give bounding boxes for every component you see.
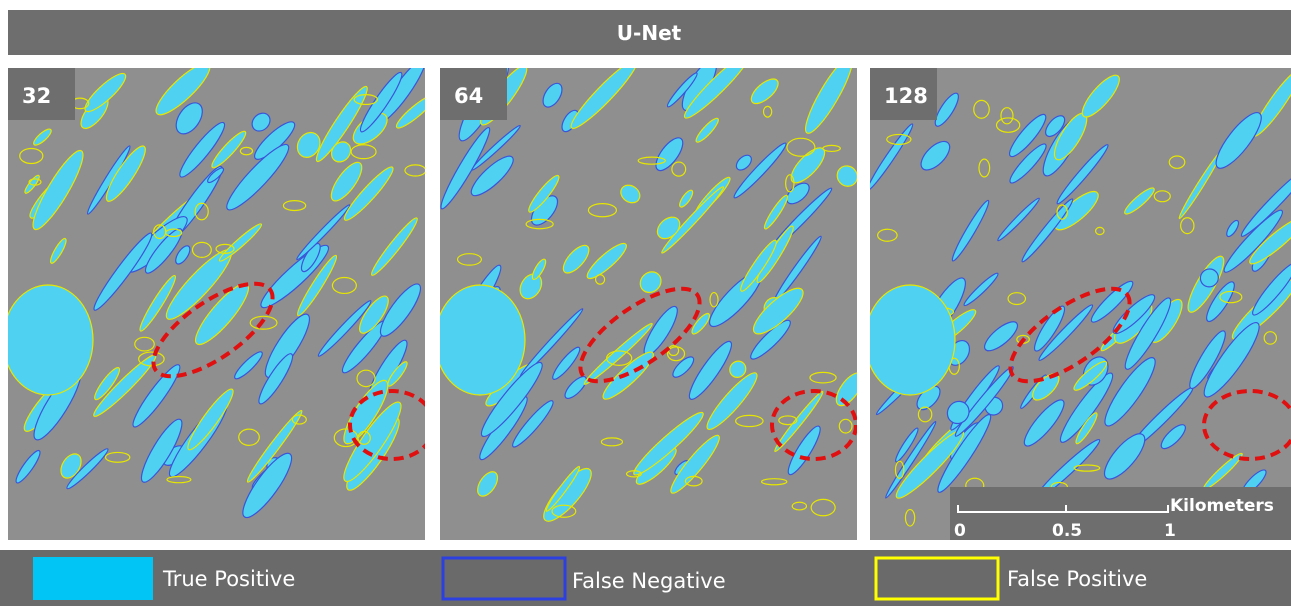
panel-label: 128 — [884, 84, 928, 108]
legend-swatch-tp — [33, 557, 153, 600]
panel-label: 32 — [22, 84, 51, 108]
scale-bar-tick: 1 — [1164, 521, 1176, 541]
lake — [865, 285, 955, 395]
figure: U-Net 32 64 128 Kilometers 0 0.5 1 True Positi… — [0, 0, 1291, 606]
panel-label: 64 — [454, 84, 483, 108]
map-panel: 32 — [3, 55, 438, 540]
map-panel: 128 — [864, 66, 1291, 540]
scale-bar: Kilometers 0 0.5 1 — [950, 487, 1291, 541]
page: {"header": {"title": "U-Net"}, "panels":… — [0, 0, 1291, 606]
lake — [3, 285, 93, 395]
map-panel: 64 — [435, 49, 868, 540]
scale-bar-tick: 0 — [954, 521, 966, 541]
scale-bar-tick: 0.5 — [1052, 521, 1082, 541]
legend-label: False Negative — [572, 569, 726, 593]
legend-label: True Positive — [162, 567, 295, 591]
panels: 32 64 128 Kilometers 0 0.5 1 — [3, 49, 1291, 541]
lake — [435, 285, 525, 395]
scale-bar-unit: Kilometers — [1170, 496, 1274, 516]
header-title: U-Net — [617, 21, 682, 45]
legend-label: False Positive — [1007, 567, 1147, 591]
